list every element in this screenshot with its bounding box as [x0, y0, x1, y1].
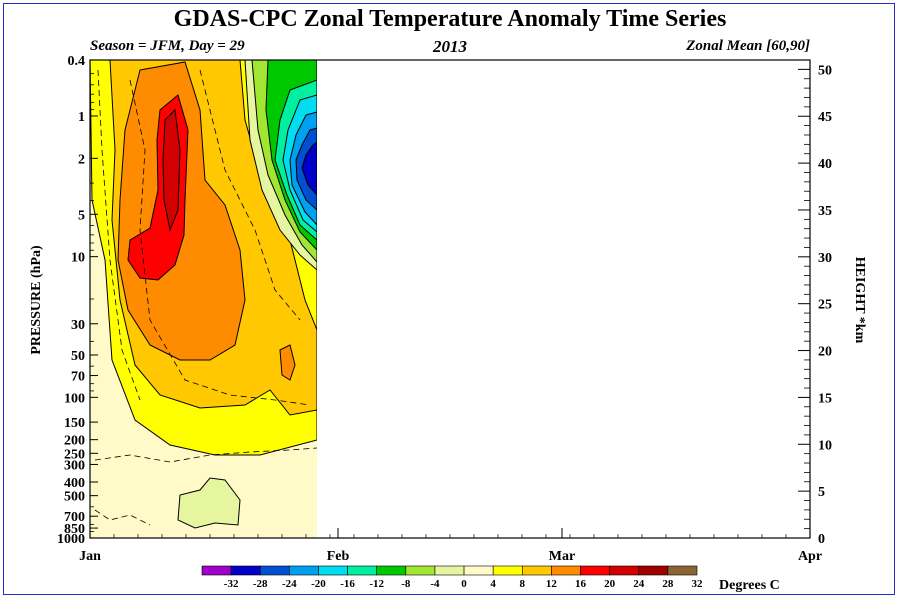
y2-tick-label: 50	[818, 63, 832, 78]
y2-axis-label: HEIGHT *km	[852, 257, 867, 344]
y-tick-label: 850	[64, 522, 85, 537]
y-tick-label: 250	[64, 447, 85, 462]
season-label: Season = JFM, Day = 29	[90, 38, 245, 54]
y-axis-label: PRESSURE (hPa)	[29, 245, 44, 355]
colorbar-swatch	[434, 565, 465, 576]
colorbar-swatch	[667, 565, 698, 576]
y-tick-label: 300	[64, 458, 85, 473]
contour-level-12-16-patch	[279, 344, 296, 381]
colorbar-tick-label: 20	[604, 578, 616, 590]
colorbar-tick-label: 12	[546, 578, 558, 590]
y2-tick-label: 25	[818, 298, 832, 313]
y-tick-label: 70	[71, 370, 85, 385]
dashed-contour-1	[97, 69, 141, 401]
y-tick-label: 1000	[57, 532, 85, 547]
colorbar-swatch	[580, 565, 610, 576]
x-tick-label: Mar	[549, 549, 575, 564]
y2-tick-label: 40	[818, 157, 832, 172]
colorbar-tick-label: 16	[575, 578, 587, 590]
colorbar-swatch	[521, 565, 552, 576]
colorbar-tick-label: -12	[369, 578, 384, 590]
y-tick-label: 500	[64, 490, 85, 505]
colorbar-swatch	[463, 565, 494, 576]
y-tick-label: 150	[64, 416, 85, 431]
colorbar-tick-label: -20	[311, 578, 326, 590]
colorbar-swatch	[405, 565, 436, 576]
colorbar-swatch	[347, 565, 378, 576]
colorbar-swatch	[609, 565, 640, 576]
y2-tick-label: 35	[818, 204, 832, 219]
x-axis: Jan Feb Mar Apr	[79, 528, 822, 564]
year-label: 2013	[433, 37, 467, 56]
y2-tick-label: 30	[818, 251, 832, 266]
y-tick-label: 200	[64, 434, 85, 449]
colorbar-tick-label: 28	[662, 578, 674, 590]
y-tick-label: 100	[64, 391, 85, 406]
colorbar: -32 -28 -24 -20 -16 -12 -8 -4 0 4 8 12 16 20 24 28 32 Deg…	[201, 565, 780, 593]
colorbar-swatch	[638, 565, 669, 576]
colorbar-tick-label: 0	[461, 578, 467, 590]
zonal-mean-label: Zonal Mean [60,90]	[686, 38, 810, 54]
y-axis-right: 0 5 10 15 20 25 30 35 40 45 50	[798, 63, 832, 547]
colorbar-tick-label: -4	[430, 578, 440, 590]
y-tick-label: 10	[71, 251, 85, 266]
dashed-contour-4	[94, 447, 317, 463]
colorbar-tick-label: 8	[520, 578, 526, 590]
colorbar-tick-label: -24	[282, 578, 297, 590]
dashed-contour-2	[129, 79, 311, 406]
y2-tick-label: 10	[818, 438, 832, 453]
colorbar-label: Degrees C	[719, 578, 780, 593]
y-tick-label: 0.4	[68, 54, 86, 69]
colorbar-swatch	[201, 565, 232, 576]
x-tick-label: Jan	[79, 549, 101, 564]
contour-level-20-24	[162, 108, 181, 232]
dashed-contour-3	[199, 69, 301, 321]
contour-level-neg32-neg28	[301, 141, 317, 196]
colorbar-tick-label: 4	[490, 578, 496, 590]
colorbar-tick-label: 32	[692, 578, 704, 590]
y2-tick-label: 45	[818, 110, 832, 125]
y2-tick-label: 5	[818, 485, 825, 500]
colorbar-swatch	[376, 565, 407, 576]
y2-tick-label: 0	[818, 532, 825, 547]
colorbar-tick-label: -8	[401, 578, 411, 590]
contour-level-neg4-0-low	[177, 477, 241, 529]
figure-frame	[3, 3, 895, 595]
colorbar-tick-label: -28	[253, 578, 268, 590]
contour-fill	[90, 60, 317, 538]
colorbar-swatch	[492, 565, 523, 576]
colorbar-swatch	[289, 565, 319, 576]
colorbar-swatch	[259, 565, 290, 576]
x-tick-label: Apr	[798, 549, 822, 564]
colorbar-swatch	[551, 565, 581, 576]
y-tick-label: 5	[78, 208, 85, 223]
y-tick-label: 1	[78, 110, 85, 125]
y-tick-label: 400	[64, 476, 85, 491]
y-tick-label: 700	[64, 510, 85, 525]
colorbar-tick-label: -32	[224, 578, 239, 590]
x-tick-label: Feb	[327, 549, 350, 564]
y-tick-label: 2	[78, 152, 85, 167]
y-tick-label: 50	[71, 349, 85, 364]
colorbar-swatch	[318, 565, 348, 576]
chart-title: GDAS-CPC Zonal Temperature Anomaly Time …	[173, 6, 727, 32]
colorbar-swatch	[230, 565, 261, 576]
y2-tick-label: 15	[818, 391, 832, 406]
y-tick-label: 30	[71, 318, 85, 333]
colorbar-tick-label: 24	[633, 578, 645, 590]
y2-tick-label: 20	[818, 345, 832, 360]
colorbar-tick-label: -16	[340, 578, 355, 590]
